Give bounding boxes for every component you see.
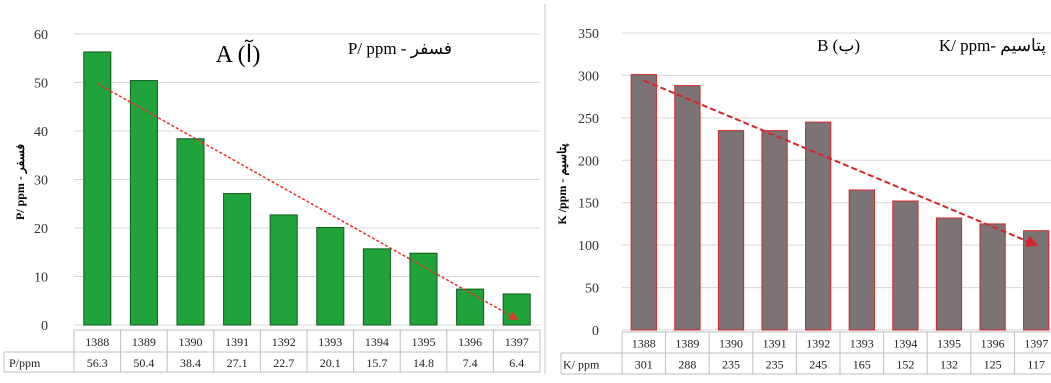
chart-a-bar — [502, 293, 531, 326]
chart-b-y-tick-label: 0 — [592, 324, 599, 339]
chart-a-y-tick-label: 0 — [41, 319, 48, 334]
chart-a-category-label: 1394 — [365, 335, 389, 349]
chart-a-bar — [223, 193, 252, 326]
chart-b-bar — [805, 121, 832, 331]
chart-b-data-label: 125 — [984, 358, 1002, 372]
chart-a-bar — [83, 51, 112, 326]
chart-a-data-label: 6.4 — [509, 356, 524, 370]
chart-b: B (ب) K/ ppm- پتاسیم K /ppm - پتاسیم 0 50… — [555, 27, 1051, 375]
chart-b-category-label: 1391 — [763, 337, 787, 351]
chart-b-bar — [674, 85, 701, 331]
chart-a-bar — [456, 288, 485, 326]
chart-b-subtitle: K/ ppm- پتاسیم — [939, 36, 1046, 56]
chart-a-y-tick-label: 50 — [34, 77, 48, 92]
chart-b-y-tick-label: 200 — [578, 154, 599, 169]
chart-a-y-tick-label: 10 — [34, 271, 48, 286]
chart-a-y-tick-label: 30 — [34, 174, 48, 189]
chart-b-bar — [717, 130, 745, 331]
chart-a-data-label: 50.4 — [133, 356, 154, 370]
chart-a-y-tick-label: 20 — [34, 222, 48, 237]
chart-a-category-label: 1396 — [458, 335, 482, 349]
chart-b-data-label: 165 — [853, 358, 871, 372]
chart-a-y-tick-label: 60 — [34, 28, 48, 43]
chart-b-category-label: 1389 — [675, 337, 699, 351]
chart-a-bar — [316, 227, 345, 326]
chart-a-data-label: 7.4 — [463, 356, 478, 370]
chart-a-data-label: 15.7 — [366, 356, 387, 370]
chart-b-y-tick-label: 50 — [585, 282, 599, 297]
chart-a: A (آ) P/ ppm - فسفر P/ ppm - فسفر 0 10 20 3… — [3, 28, 541, 373]
chart-b-category-label: 1395 — [937, 337, 961, 351]
chart-a-title: A (آ) — [216, 39, 261, 68]
chart-b-category-label: 1392 — [806, 337, 830, 351]
chart-a-data-label: 38.4 — [180, 356, 201, 370]
chart-b-trend-arrow — [643, 79, 1039, 247]
chart-b-y-tick-label: 300 — [578, 69, 599, 84]
chart-b-y-tick-label: 250 — [578, 112, 599, 127]
chart-a-bar — [362, 248, 391, 326]
chart-a-data-label: 14.8 — [413, 356, 434, 370]
chart-a-category-label: 1388 — [85, 335, 109, 349]
chart-a-trend-arrow — [96, 82, 519, 320]
chart-b-bar — [848, 189, 875, 331]
chart-a-category-label: 1389 — [132, 335, 156, 349]
chart-b-category-label: 1390 — [719, 337, 743, 351]
chart-b-y-tick-label: 350 — [578, 27, 599, 42]
chart-a-bar — [269, 214, 298, 326]
chart-a-category-label: 1390 — [179, 335, 203, 349]
chart-a-y-axis-label: P/ ppm - فسفر — [13, 144, 28, 220]
chart-a-category-label: 1395 — [412, 335, 436, 349]
chart-b-data-label: 288 — [678, 358, 696, 372]
chart-a-data-label: 20.1 — [320, 356, 341, 370]
chart-a-bar — [176, 138, 205, 326]
chart-b-data-label: 132 — [940, 358, 958, 372]
chart-b-bar — [1023, 230, 1050, 331]
chart-a-bar — [129, 80, 158, 326]
chart-b-table-row-label: K/ ppm — [563, 358, 600, 372]
chart-a-table-row-label: P/ppm — [9, 356, 41, 370]
chart-a-category-label: 1393 — [318, 335, 342, 349]
chart-b-bar — [935, 217, 963, 331]
chart-b-y-tick-label: 100 — [578, 239, 599, 254]
chart-b-data-label: 117 — [1027, 358, 1045, 372]
chart-b-data-label: 235 — [766, 358, 784, 372]
chart-b-bar — [892, 200, 919, 331]
chart-b-category-label: 1394 — [893, 337, 917, 351]
chart-b-data-label: 235 — [722, 358, 740, 372]
chart-a-category-label: 1391 — [225, 335, 249, 349]
chart-b-data-label: 301 — [635, 358, 653, 372]
chart-b-category-label: 1397 — [1024, 337, 1048, 351]
chart-b-category-label: 1396 — [981, 337, 1005, 351]
chart-a-category-label: 1392 — [272, 335, 296, 349]
chart-b-bar — [630, 74, 657, 331]
chart-a-data-label: 22.7 — [273, 356, 294, 370]
chart-a-subtitle: P/ ppm - فسفر — [348, 39, 452, 59]
chart-a-y-tick-label: 40 — [34, 125, 48, 140]
chart-a-data-label: 56.3 — [87, 356, 108, 370]
chart-b-category-label: 1393 — [850, 337, 874, 351]
chart-a-data-label: 27.1 — [227, 356, 248, 370]
chart-b-data-label: 245 — [809, 358, 827, 372]
chart-b-title: B (ب) — [817, 36, 860, 55]
chart-b-bar — [979, 223, 1006, 331]
chart-a-bar — [409, 252, 438, 326]
chart-b-y-tick-label: 150 — [578, 197, 599, 212]
chart-a-category-label: 1397 — [505, 335, 529, 349]
chart-b-y-axis-label: K /ppm - پتاسیم — [555, 143, 570, 225]
chart-b-data-label: 152 — [896, 358, 914, 372]
chart-b-bar — [761, 130, 788, 331]
chart-b-category-label: 1388 — [632, 337, 656, 351]
